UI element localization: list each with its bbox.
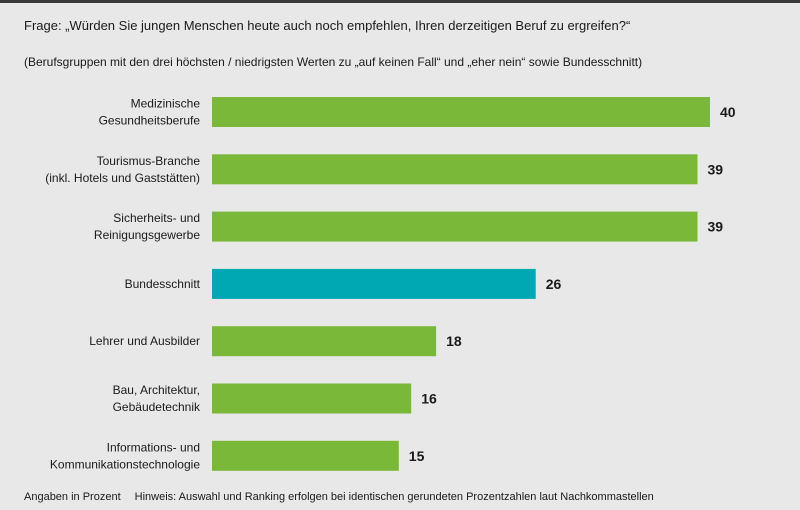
bar-6 — [212, 440, 399, 471]
category-label-5-line-1: Gebäudetechnik — [113, 400, 201, 414]
value-label-0: 40 — [720, 104, 736, 120]
category-label-5-line-0: Bau, Architektur, — [113, 383, 200, 397]
top-rule — [0, 0, 800, 3]
bar-1 — [212, 154, 698, 185]
value-label-2: 39 — [708, 219, 724, 235]
category-label-0-line-1: Gesundheitsberufe — [99, 114, 201, 128]
chart-footer: Angaben in Prozent Hinweis: Auswahl und R… — [24, 490, 654, 504]
bar-0 — [212, 97, 710, 127]
value-label-6: 15 — [409, 448, 425, 464]
bar-3 — [212, 268, 536, 299]
value-label-5: 16 — [421, 391, 437, 407]
bar-2 — [212, 211, 698, 242]
hint-note: Hinweis: Auswahl und Ranking erfolgen be… — [134, 491, 654, 503]
category-label-0-line-0: Medizinische — [131, 97, 201, 111]
category-label-1-line-1: (inkl. Hotels und Gaststätten) — [45, 171, 200, 185]
units-note: Angaben in Prozent — [24, 491, 121, 503]
value-label-3: 26 — [546, 276, 562, 292]
chart-subtitle: (Berufsgruppen mit den drei höchsten / n… — [24, 55, 643, 69]
category-label-6-line-1: Kommunikationstechnologie — [50, 457, 200, 471]
category-label-6-line-0: Informations- und — [107, 440, 200, 454]
category-label-2-line-0: Sicherheits- und — [113, 211, 200, 225]
category-label-4-line-0: Lehrer und Ausbilder — [89, 334, 200, 348]
category-label-1-line-0: Tourismus-Branche — [97, 154, 201, 168]
value-label-1: 39 — [708, 161, 724, 177]
category-label-3-line-0: Bundesschnitt — [125, 277, 201, 291]
value-label-4: 18 — [446, 333, 462, 349]
bar-4 — [212, 326, 437, 357]
chart-question: Frage: „Würden Sie jungen Menschen heute… — [24, 18, 631, 33]
bar-5 — [212, 383, 412, 414]
category-label-2-line-1: Reinigungsgewerbe — [94, 228, 200, 242]
